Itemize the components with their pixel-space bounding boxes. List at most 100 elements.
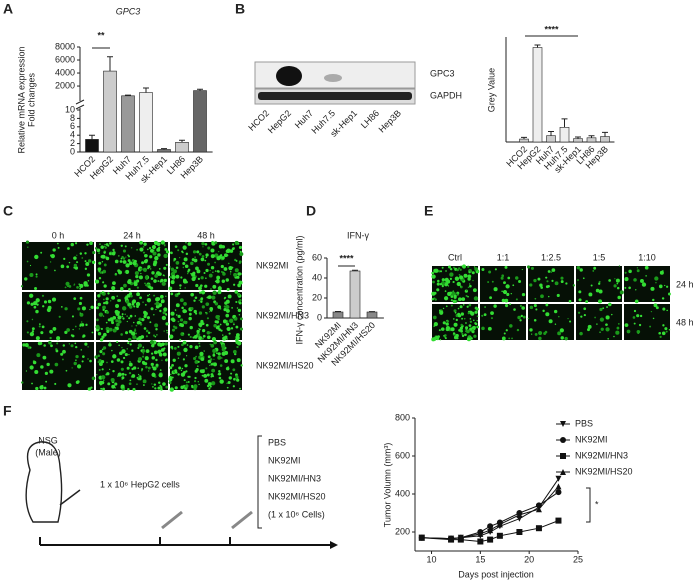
cell	[227, 294, 232, 299]
cell	[150, 249, 154, 253]
cell	[615, 278, 620, 283]
cell	[598, 282, 601, 285]
cell	[34, 369, 39, 375]
cell	[159, 294, 164, 299]
cell	[180, 369, 183, 372]
error-bar	[534, 44, 541, 48]
cell	[160, 387, 163, 391]
cell	[431, 274, 436, 279]
point	[487, 536, 494, 543]
cell	[189, 335, 192, 339]
cell	[218, 376, 222, 380]
point	[555, 475, 562, 482]
cell	[141, 360, 146, 365]
cell	[161, 315, 167, 321]
column-label: 48 h	[197, 230, 215, 240]
cell	[605, 323, 608, 327]
cell	[457, 312, 461, 316]
cell	[460, 312, 464, 316]
cell	[216, 270, 219, 273]
cell	[664, 327, 668, 331]
cell	[103, 332, 107, 337]
cell	[593, 266, 597, 270]
row-label: 24 h	[676, 279, 694, 289]
cell	[166, 332, 168, 334]
cell	[157, 386, 161, 390]
cell	[476, 315, 479, 318]
cell	[138, 335, 143, 340]
cell	[156, 297, 161, 301]
cell	[490, 311, 494, 315]
cell	[158, 373, 163, 378]
cell	[538, 330, 543, 336]
cell	[151, 366, 154, 368]
cell	[121, 372, 125, 376]
cell	[46, 362, 50, 367]
cell	[509, 303, 512, 306]
cell	[459, 268, 462, 271]
annotation: ****	[339, 253, 354, 263]
cell	[82, 355, 85, 358]
cell	[179, 318, 184, 322]
cell	[438, 329, 441, 332]
cell	[558, 315, 560, 318]
cell	[140, 369, 143, 372]
cell	[475, 307, 479, 311]
cell	[653, 303, 658, 308]
cell	[210, 248, 215, 253]
point	[535, 525, 542, 532]
cell	[122, 260, 127, 264]
cell	[37, 341, 42, 346]
cell	[165, 322, 169, 326]
micrograph	[576, 304, 622, 340]
cell	[169, 377, 172, 380]
cell	[71, 315, 75, 318]
cell	[607, 337, 609, 340]
cell	[117, 299, 120, 302]
band-label: GPC3	[430, 68, 455, 78]
cell	[583, 307, 587, 311]
cell	[191, 258, 195, 262]
cell	[454, 276, 460, 281]
cell	[41, 384, 44, 388]
cell	[194, 256, 196, 258]
cell	[577, 279, 579, 281]
cell	[76, 380, 79, 383]
column-label: 1:2.5	[541, 252, 561, 262]
cell	[616, 286, 620, 290]
cell	[156, 334, 158, 336]
cell	[232, 349, 237, 354]
cell	[202, 334, 206, 338]
cell	[236, 292, 241, 297]
cell	[107, 382, 111, 386]
y-tick-label: 40	[312, 272, 322, 282]
cell	[193, 309, 197, 314]
cell	[173, 359, 176, 362]
cell	[212, 290, 217, 295]
micrograph	[170, 242, 242, 290]
cell	[168, 334, 174, 339]
cell	[158, 272, 162, 276]
cell	[73, 297, 77, 300]
cell	[62, 344, 66, 347]
cell	[207, 262, 211, 266]
cell	[118, 270, 123, 275]
cell	[173, 257, 177, 261]
cell	[116, 340, 119, 344]
cell	[208, 311, 211, 313]
cell	[24, 277, 28, 281]
cell	[224, 359, 229, 364]
cell	[596, 323, 598, 325]
cell	[143, 314, 147, 319]
cell	[228, 318, 234, 324]
cell	[194, 359, 199, 364]
cell	[42, 355, 47, 360]
cell	[85, 261, 90, 266]
cell	[150, 362, 154, 366]
y-axis-label: Grey Value	[486, 68, 496, 112]
cell	[182, 309, 187, 314]
error-bar	[352, 269, 358, 271]
cell	[236, 307, 239, 309]
cell	[133, 281, 138, 286]
cell	[102, 387, 106, 391]
